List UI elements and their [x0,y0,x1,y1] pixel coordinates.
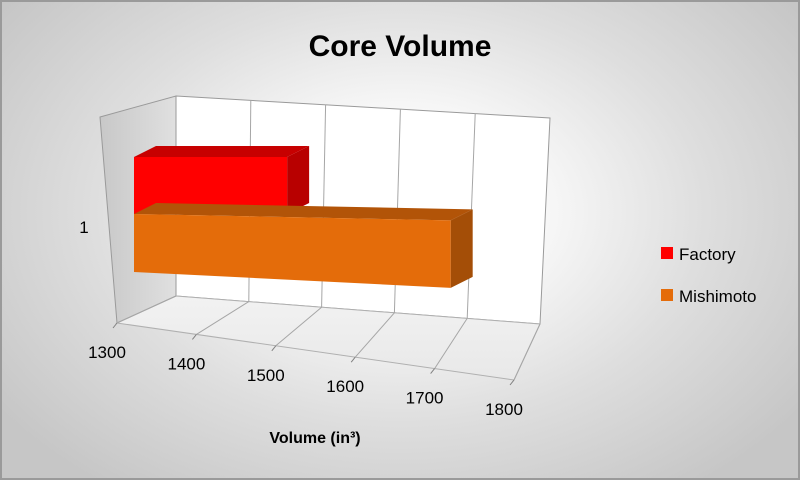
bar-mishimoto [134,214,451,288]
gridline-floor-1600 [354,312,395,358]
x-tick-label-1300: 1300 [88,343,126,362]
tick-mark-1500 [271,345,277,352]
gridline-floor-1800 [513,323,541,381]
x-tick-label-1800: 1800 [485,400,523,419]
tick-mark-1600 [350,356,356,363]
y-tick-label: 1 [79,218,88,237]
gridline-floor-1700 [434,318,468,369]
legend: Factory Mishimoto [661,245,756,306]
gridline-floor-1300 [116,295,177,324]
bar-side-mishimoto [450,209,473,288]
tick-mark-1300 [112,322,118,329]
bars [134,146,473,288]
gridline-floor-1500 [275,306,322,347]
x-axis-title: Volume (in³) [269,430,360,447]
bar-top-mishimoto [134,203,473,221]
x-tick-label-1700: 1700 [406,389,444,408]
legend-label-mishimoto: Mishimoto [679,287,756,306]
gridline-floor-1400 [196,301,250,335]
legend-swatch-factory [661,247,673,259]
bar-side-factory [287,146,310,214]
legend-swatch-mishimoto [661,289,673,301]
bar-factory [134,157,288,214]
tick-mark-1700 [430,368,435,374]
x-tick-label-1500: 1500 [247,366,285,385]
tick-mark-1800 [509,379,515,386]
x-tick-label-1600: 1600 [326,377,364,396]
bar-top-factory [134,146,310,157]
legend-label-factory: Factory [679,245,736,264]
x-tick-labels: 1300 1400 1500 1600 1700 1800 [88,343,523,419]
chart-title: Core Volume [309,30,492,63]
tick-mark-1400 [192,334,197,340]
x-tick-label-1400: 1400 [167,354,205,373]
